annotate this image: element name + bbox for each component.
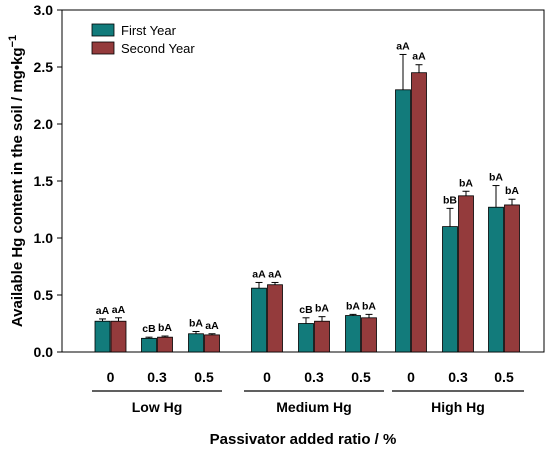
bar-first-year (395, 89, 411, 353)
bar-second-year (204, 334, 220, 353)
group-label: Medium Hg (276, 399, 351, 415)
y-tick-label: 2.0 (34, 116, 54, 132)
y-tick-label: 3.0 (34, 2, 54, 18)
y-tick-label: 0.0 (34, 344, 54, 360)
bar-first-year (188, 333, 204, 353)
legend-swatch-first-year (91, 23, 115, 37)
x-category-label: 0.3 (304, 369, 324, 385)
significance-label: aA (205, 320, 219, 332)
significance-label: bA (489, 172, 503, 184)
significance-label: cB (142, 323, 156, 335)
bar-second-year (157, 336, 173, 353)
significance-label: bA (346, 300, 360, 312)
significance-label: bA (362, 300, 376, 312)
significance-label: bA (158, 322, 172, 334)
significance-label: aA (268, 268, 282, 280)
y-axis-title: Available Hg content in the soil / mg•kg… (7, 35, 26, 327)
bar-first-year (251, 287, 267, 353)
significance-label: bA (315, 303, 329, 315)
significance-label: bA (189, 317, 203, 329)
significance-label: aA (96, 305, 110, 317)
y-tick-label: 0.5 (34, 287, 54, 303)
y-axis-title-superscript: −1 (7, 35, 19, 48)
group-label: Low Hg (132, 399, 183, 415)
bar-second-year (361, 317, 377, 353)
group-label: High Hg (431, 399, 485, 415)
y-axis-title-text: Available Hg content in the soil / mg•kg (9, 47, 26, 327)
y-tick-label: 1.0 (34, 230, 54, 246)
bar-first-year (345, 315, 361, 353)
y-tick-label: 2.5 (34, 59, 54, 75)
bar-first-year (488, 206, 504, 353)
x-category-label: 0.3 (448, 369, 468, 385)
bar-second-year (110, 320, 127, 353)
x-category-label: 0.3 (147, 369, 167, 385)
bar-second-year (458, 195, 474, 353)
bar-first-year (298, 323, 314, 353)
bar-second-year (411, 72, 427, 353)
y-axis: 0.0 0.5 1.0 1.5 2.0 2.5 3.0 (34, 2, 62, 360)
legend-swatch-second-year (91, 41, 115, 55)
x-category-label: 0 (263, 369, 271, 385)
x-category-label: 0.5 (194, 369, 214, 385)
y-tick-label: 1.5 (34, 173, 54, 189)
legend: First Year Second Year (91, 23, 195, 56)
significance-label: aA (396, 40, 410, 52)
legend-label-second-year: Second Year (121, 41, 195, 56)
significance-label: aA (112, 304, 126, 316)
bar-second-year (504, 204, 520, 353)
x-axis-title: Passivator added ratio / % (210, 431, 397, 448)
bar-first-year (442, 226, 458, 353)
x-category-label: 0 (107, 369, 115, 385)
significance-label: aA (412, 51, 426, 63)
bar-second-year (267, 284, 283, 353)
x-category-label: 0.5 (351, 369, 371, 385)
bar-first-year (141, 337, 157, 353)
significance-label: bA (459, 177, 473, 189)
x-category-label: 0.5 (494, 369, 514, 385)
x-category-label: 0 (407, 369, 415, 385)
significance-label: aA (252, 268, 266, 280)
significance-label: cB (299, 304, 313, 316)
bar-second-year (314, 320, 330, 353)
x-axis: 0 0.3 0.5 0 0.3 0.5 0 0.3 0.5 Low Hg Medium Hg High… (92, 369, 524, 415)
bar-first-year (94, 320, 111, 353)
legend-label-first-year: First Year (121, 23, 177, 38)
significance-label: bA (505, 185, 519, 197)
significance-label: bB (443, 194, 457, 206)
